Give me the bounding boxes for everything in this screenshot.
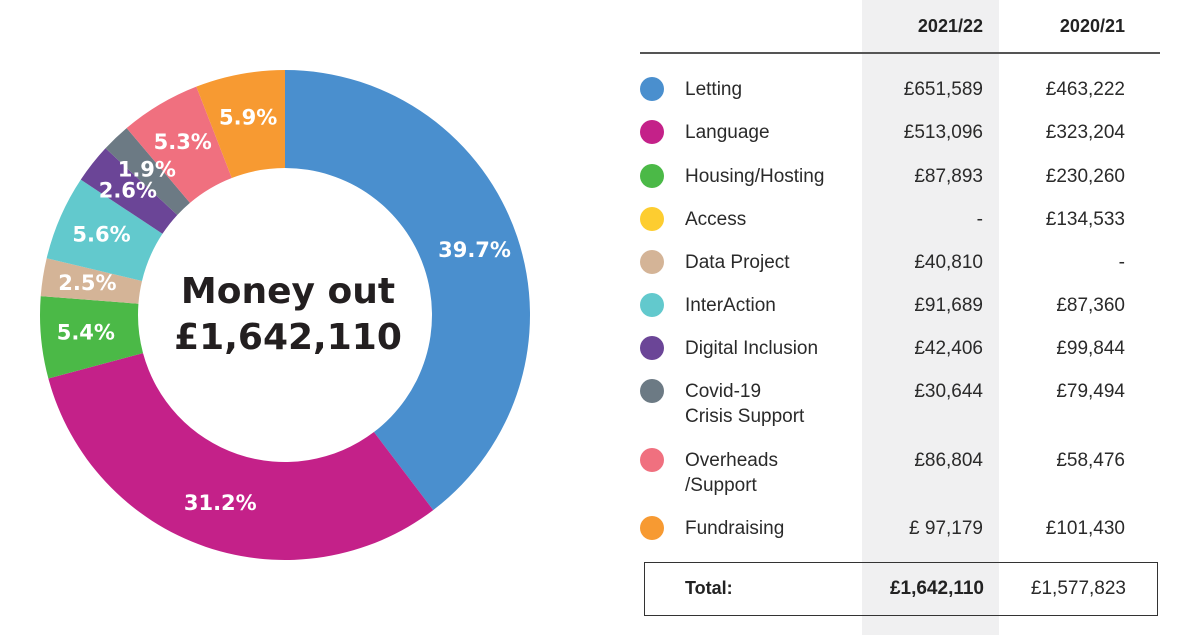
header-2020-21: 2020/21	[1059, 16, 1125, 36]
slice-value-label: 5.3%	[154, 130, 212, 154]
legend-dot	[640, 77, 664, 101]
value-2020-21: £101,430	[1045, 518, 1125, 539]
value-2021-22: £87,893	[914, 166, 983, 187]
donut-slice-covid-19-crisis-support	[105, 128, 190, 215]
row-label: Fundraising	[685, 518, 785, 539]
row-label: Data Project	[685, 252, 790, 273]
donut-slice-overheads-support	[126, 86, 232, 203]
slice-value-label: 5.4%	[57, 320, 115, 344]
donut-chart: 39.7% 31.2% 5.4% 2.5% 5.6% 2.6%1.9% 5.3% 5.9% M…	[40, 70, 530, 560]
legend-dot	[640, 448, 664, 472]
donut-slice-digital-inclusion	[80, 148, 178, 234]
donut-slice-letting	[285, 70, 530, 511]
slice-value-label: 39.7%	[438, 238, 511, 262]
legend-dot	[640, 516, 664, 540]
value-2020-21: £463,222	[1045, 79, 1125, 100]
chart-total: £1,642,110	[174, 317, 402, 358]
value-2020-21: £230,260	[1045, 166, 1125, 187]
legend-dot	[640, 120, 664, 144]
value-2020-21: £134,533	[1045, 209, 1125, 230]
value-2021-22: £86,804	[914, 450, 983, 471]
legend-dot	[640, 250, 664, 274]
row-label: Digital Inclusion	[685, 338, 819, 359]
value-2020-21: £87,360	[1056, 295, 1125, 316]
row-label: Housing/Hosting	[685, 166, 825, 187]
row-label: Overheads/Support	[685, 450, 778, 496]
donut-slice-interaction	[46, 179, 163, 281]
value-2020-21: £79,494	[1056, 381, 1125, 402]
value-2020-21: £58,476	[1056, 450, 1125, 471]
value-2021-22: £40,810	[914, 252, 983, 273]
slice-value-label: 2.5%	[58, 271, 116, 295]
value-2021-22: £30,644	[914, 381, 983, 402]
header-divider	[640, 52, 1160, 54]
legend-dot	[640, 379, 664, 403]
chart-title: Money out	[181, 271, 395, 312]
legend-dot	[640, 293, 664, 317]
row-label: Covid-19 Crisis Support	[685, 381, 805, 427]
donut-slice-data-project	[40, 258, 142, 304]
donut-slice-fundraising	[196, 70, 285, 178]
total-row: Total: £1,642,110 £1,577,823	[644, 562, 1158, 616]
value-2020-21: £323,204	[1045, 122, 1125, 143]
total-2020-21: £1,577,823	[1030, 578, 1126, 599]
value-2020-21: £99,844	[1056, 338, 1125, 359]
legend-dot	[640, 207, 664, 231]
value-2021-22: £651,589	[903, 79, 983, 100]
value-2021-22: £ 97,179	[909, 518, 983, 539]
donut-slice-language	[48, 353, 434, 560]
slice-value-label: 5.6%	[72, 222, 130, 246]
donut-slice-housing-hosting	[40, 296, 144, 379]
legend-dot	[640, 336, 664, 360]
donut-chart-area: 39.7% 31.2% 5.4% 2.5% 5.6% 2.6% 1.9% 5.3% 5.9% M…	[0, 0, 580, 635]
current-year-column-shade	[862, 0, 999, 635]
value-2021-22: £42,406	[914, 338, 983, 359]
value-2021-22: £513,096	[903, 122, 983, 143]
slice-value-label: 2.6%	[99, 178, 157, 202]
legend-dot	[640, 164, 664, 188]
total-2021-22: £1,642,110	[889, 578, 984, 599]
row-label: Access	[685, 209, 747, 230]
slice-value-label: 1.9%	[118, 157, 176, 181]
value-2020-21: -	[1118, 252, 1125, 273]
row-label: Letting	[685, 79, 743, 100]
value-2021-22: £91,689	[914, 295, 983, 316]
slice-value-label: 5.9%	[219, 105, 277, 129]
slice-value-label: 31.2%	[184, 491, 257, 515]
row-label: Language	[685, 122, 770, 143]
money-out-table: 2021/22 2020/21 Letting £651,589 £463,22…	[640, 0, 1160, 635]
total-label: Total:	[685, 578, 733, 598]
value-2021-22: -	[976, 209, 983, 230]
row-label: InterAction	[685, 295, 776, 316]
header-2021-22: 2021/22	[917, 16, 983, 36]
